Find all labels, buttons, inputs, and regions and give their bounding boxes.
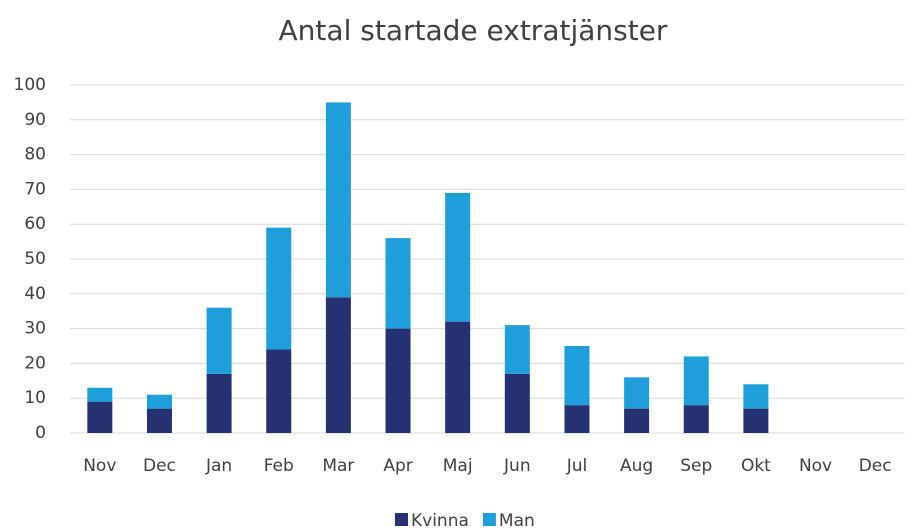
x-tick-label: Dec bbox=[859, 456, 892, 476]
bar-segment bbox=[564, 405, 590, 433]
x-tick-label: Dec bbox=[143, 456, 176, 476]
y-tick-label: 70 bbox=[24, 179, 46, 199]
y-tick-label: 100 bbox=[14, 75, 46, 95]
bar-segment bbox=[743, 408, 769, 433]
y-tick-label: 90 bbox=[24, 110, 46, 130]
bar-segment bbox=[87, 387, 113, 402]
bar-segment bbox=[385, 238, 411, 329]
bar-segment bbox=[683, 356, 709, 406]
bar-segment bbox=[87, 401, 113, 433]
bar-segment bbox=[146, 408, 172, 433]
bar-segment bbox=[325, 102, 351, 298]
legend-swatch bbox=[482, 513, 496, 526]
bar-segment bbox=[624, 408, 650, 433]
bar-segment bbox=[146, 394, 172, 409]
bar-segment bbox=[266, 349, 292, 433]
x-tick-label: Maj bbox=[443, 456, 473, 476]
x-tick-label: Jul bbox=[566, 456, 588, 476]
y-tick-label: 0 bbox=[35, 423, 46, 443]
bar-segment bbox=[385, 328, 411, 433]
bar-segment bbox=[504, 325, 530, 374]
bar-segment bbox=[206, 307, 232, 374]
bar-segment bbox=[445, 192, 471, 322]
y-tick-label: 60 bbox=[24, 214, 46, 234]
bar-segment bbox=[325, 297, 351, 433]
x-tick-label: Feb bbox=[264, 456, 294, 476]
bar-segment bbox=[266, 227, 292, 350]
legend-label: Kvinna bbox=[411, 511, 469, 531]
x-tick-label: Jun bbox=[503, 456, 531, 476]
x-tick-label: Aug bbox=[620, 456, 653, 476]
y-tick-label: 40 bbox=[24, 284, 46, 304]
x-tick-label: Mar bbox=[322, 456, 354, 476]
bar-segment bbox=[624, 377, 650, 409]
x-tick-label: Okt bbox=[741, 456, 771, 476]
bar-segment bbox=[206, 373, 232, 433]
bar-segment bbox=[743, 384, 769, 409]
x-tick-label: Sep bbox=[680, 456, 712, 476]
bar-segment bbox=[445, 321, 471, 433]
y-tick-label: 80 bbox=[24, 145, 46, 165]
x-tick-label: Apr bbox=[383, 456, 412, 476]
x-tick-label: Nov bbox=[799, 456, 832, 476]
x-tick-label: Jan bbox=[205, 456, 232, 476]
x-tick-label: Nov bbox=[83, 456, 116, 476]
legend-swatch bbox=[395, 513, 408, 526]
y-tick-label: 30 bbox=[24, 319, 46, 339]
bar-segment bbox=[564, 346, 590, 406]
y-tick-label: 20 bbox=[24, 353, 46, 373]
chart-title: Antal startade extratjänster bbox=[279, 14, 668, 47]
bar-segment bbox=[504, 373, 530, 433]
y-tick-label: 50 bbox=[24, 249, 46, 269]
legend-label: Man bbox=[499, 511, 535, 531]
bar-segment bbox=[683, 405, 709, 433]
y-tick-label: 10 bbox=[24, 388, 46, 408]
